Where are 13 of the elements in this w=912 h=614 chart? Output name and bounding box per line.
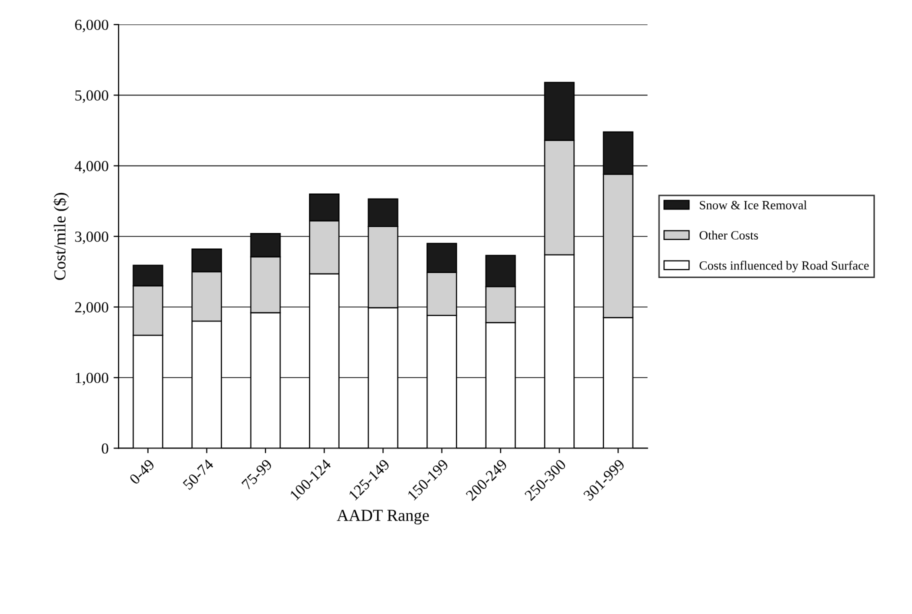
y-tick-label: 3,000 [75, 232, 108, 244]
y-tick-label: 5,000 [75, 90, 108, 103]
legend-label: Other Costs [700, 230, 758, 240]
y-axis-title: Cost/mile ($) [53, 192, 69, 280]
y-tick-label: 0 [102, 443, 108, 454]
y-tick-label: 2,000 [75, 302, 108, 315]
y-tick-label: 1,000 [76, 372, 108, 386]
x-tick-label: 0-49 [128, 458, 156, 485]
x-axis-title: AADT Range [336, 510, 429, 524]
legend-label: Snow & Ice Removal [700, 200, 807, 210]
y-tick-label: 6,000 [75, 20, 108, 32]
legend-label: Costs influenced by Road Surface [700, 260, 869, 272]
y-tick-label: 4,000 [74, 160, 108, 174]
